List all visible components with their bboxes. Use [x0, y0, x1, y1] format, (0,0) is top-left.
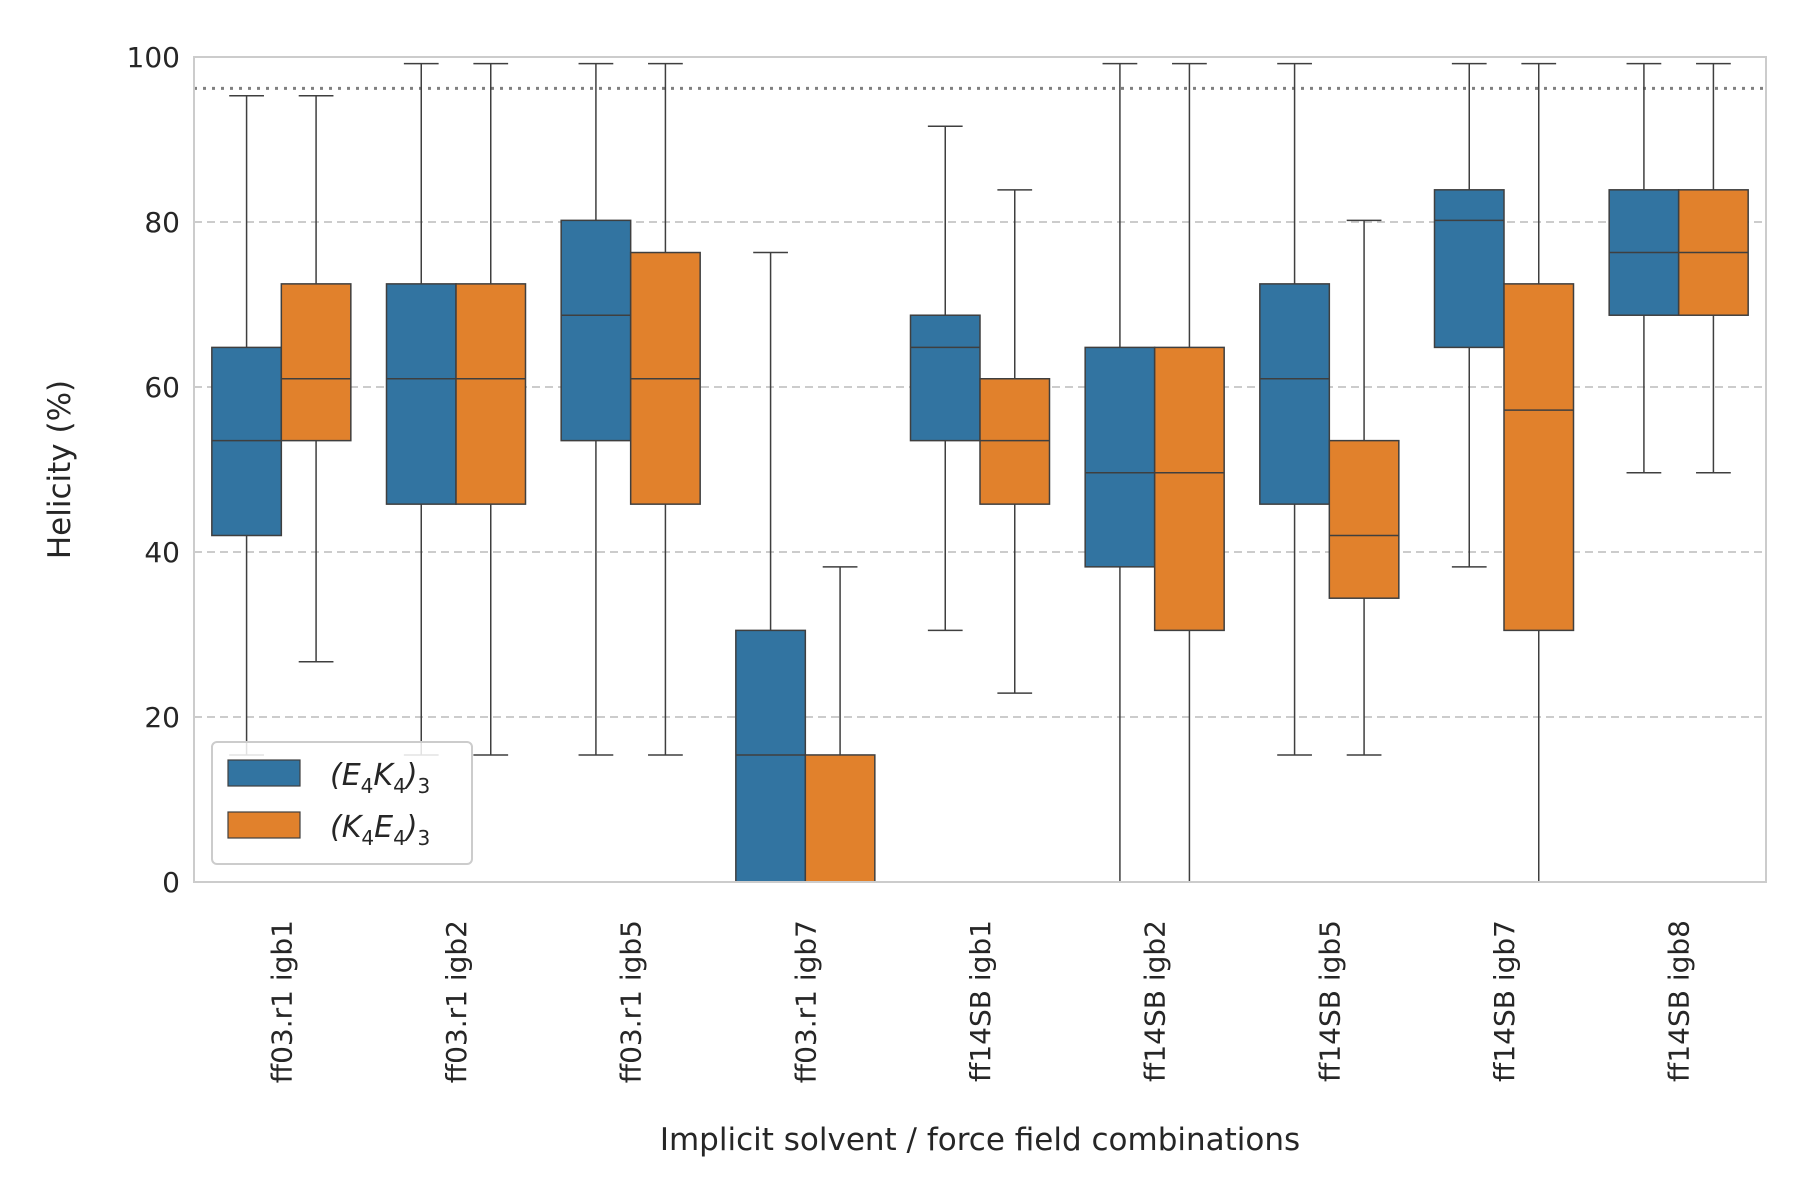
- x-tick-label: ff14SB igb7: [1488, 920, 1521, 1082]
- x-tick-label: ff14SB igb5: [1313, 920, 1346, 1082]
- y-tick-label: 20: [144, 701, 180, 734]
- box-2-0: [560, 62, 632, 756]
- x-tick-label: ff03.r1 igb1: [265, 920, 298, 1083]
- x-tick-label: ff14SB igb8: [1663, 920, 1696, 1082]
- box-5-0: [1084, 62, 1156, 883]
- x-tick-label: ff14SB igb1: [964, 920, 997, 1082]
- box-1-0: [385, 62, 457, 756]
- box-body: [455, 283, 527, 505]
- box-5-1: [1153, 62, 1225, 883]
- y-axis-label: Helicity (%): [42, 380, 78, 559]
- box-2-1: [629, 62, 701, 756]
- x-axis-ticks: ff03.r1 igb1 ff03.r1 igb2 ff03.r1 igb5 ff03…: [265, 920, 1695, 1083]
- box-4-0: [909, 125, 981, 632]
- legend: (E4K4)3 (K4E4)3: [211, 741, 473, 865]
- y-tick-label: 60: [144, 371, 180, 404]
- legend-label: (K4E4)3: [330, 810, 430, 850]
- y-tick-label: 0: [162, 866, 180, 899]
- box-3-0: [735, 251, 807, 883]
- box-body: [1433, 189, 1505, 349]
- y-tick-label: 40: [144, 536, 180, 569]
- y-axis-ticks: 0 20 40 60 80 100: [127, 41, 180, 899]
- box-6-0: [1259, 62, 1331, 756]
- box-body: [1153, 346, 1225, 632]
- box-body: [804, 754, 876, 883]
- box-body: [560, 219, 632, 442]
- x-tick-label: ff03.r1 igb7: [789, 920, 822, 1083]
- box-body: [385, 283, 457, 505]
- x-tick-label: ff03.r1 igb2: [440, 920, 473, 1083]
- legend-label: (E4K4)3: [330, 758, 430, 798]
- plot-area: [211, 62, 1749, 883]
- box-0-1: [280, 95, 352, 663]
- box-6-1: [1328, 219, 1400, 756]
- x-tick-label: ff14SB igb2: [1139, 920, 1172, 1082]
- box-4-1: [979, 189, 1051, 694]
- box-7-0: [1433, 62, 1505, 568]
- box-body: [211, 346, 283, 537]
- box-body: [1084, 346, 1156, 568]
- legend-swatch: [227, 811, 301, 839]
- box-1-1: [455, 62, 527, 756]
- box-body: [735, 629, 807, 883]
- box-8-0: [1608, 62, 1680, 474]
- box-3-1: [804, 566, 876, 883]
- y-tick-label: 80: [144, 206, 180, 239]
- box-body: [1259, 283, 1331, 505]
- box-body: [1328, 439, 1400, 599]
- box-body: [909, 314, 981, 442]
- box-8-1: [1677, 62, 1749, 474]
- x-tick-label: ff03.r1 igb5: [615, 920, 648, 1083]
- box-0-0: [211, 95, 283, 756]
- x-axis-label: Implicit solvent / force field combinati…: [660, 1122, 1300, 1158]
- box-body: [280, 283, 352, 442]
- plot-frame: [193, 56, 1767, 883]
- box-body: [979, 378, 1051, 505]
- y-tick-label: 100: [127, 41, 180, 74]
- legend-swatch: [227, 759, 301, 787]
- box-body: [1503, 283, 1575, 632]
- box-7-1: [1503, 62, 1575, 883]
